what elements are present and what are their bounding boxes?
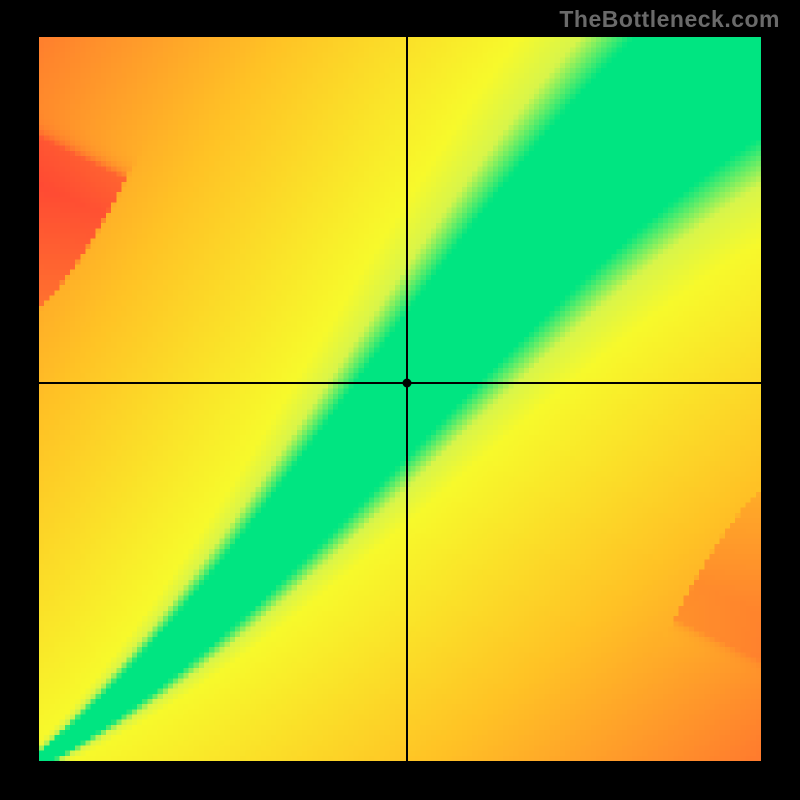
crosshair-point [403, 379, 412, 388]
crosshair-vertical [406, 37, 408, 761]
crosshair-horizontal [39, 382, 761, 384]
bottleneck-heatmap [39, 37, 761, 761]
watermark-text: TheBottleneck.com [559, 6, 780, 33]
chart-container: TheBottleneck.com [0, 0, 800, 800]
